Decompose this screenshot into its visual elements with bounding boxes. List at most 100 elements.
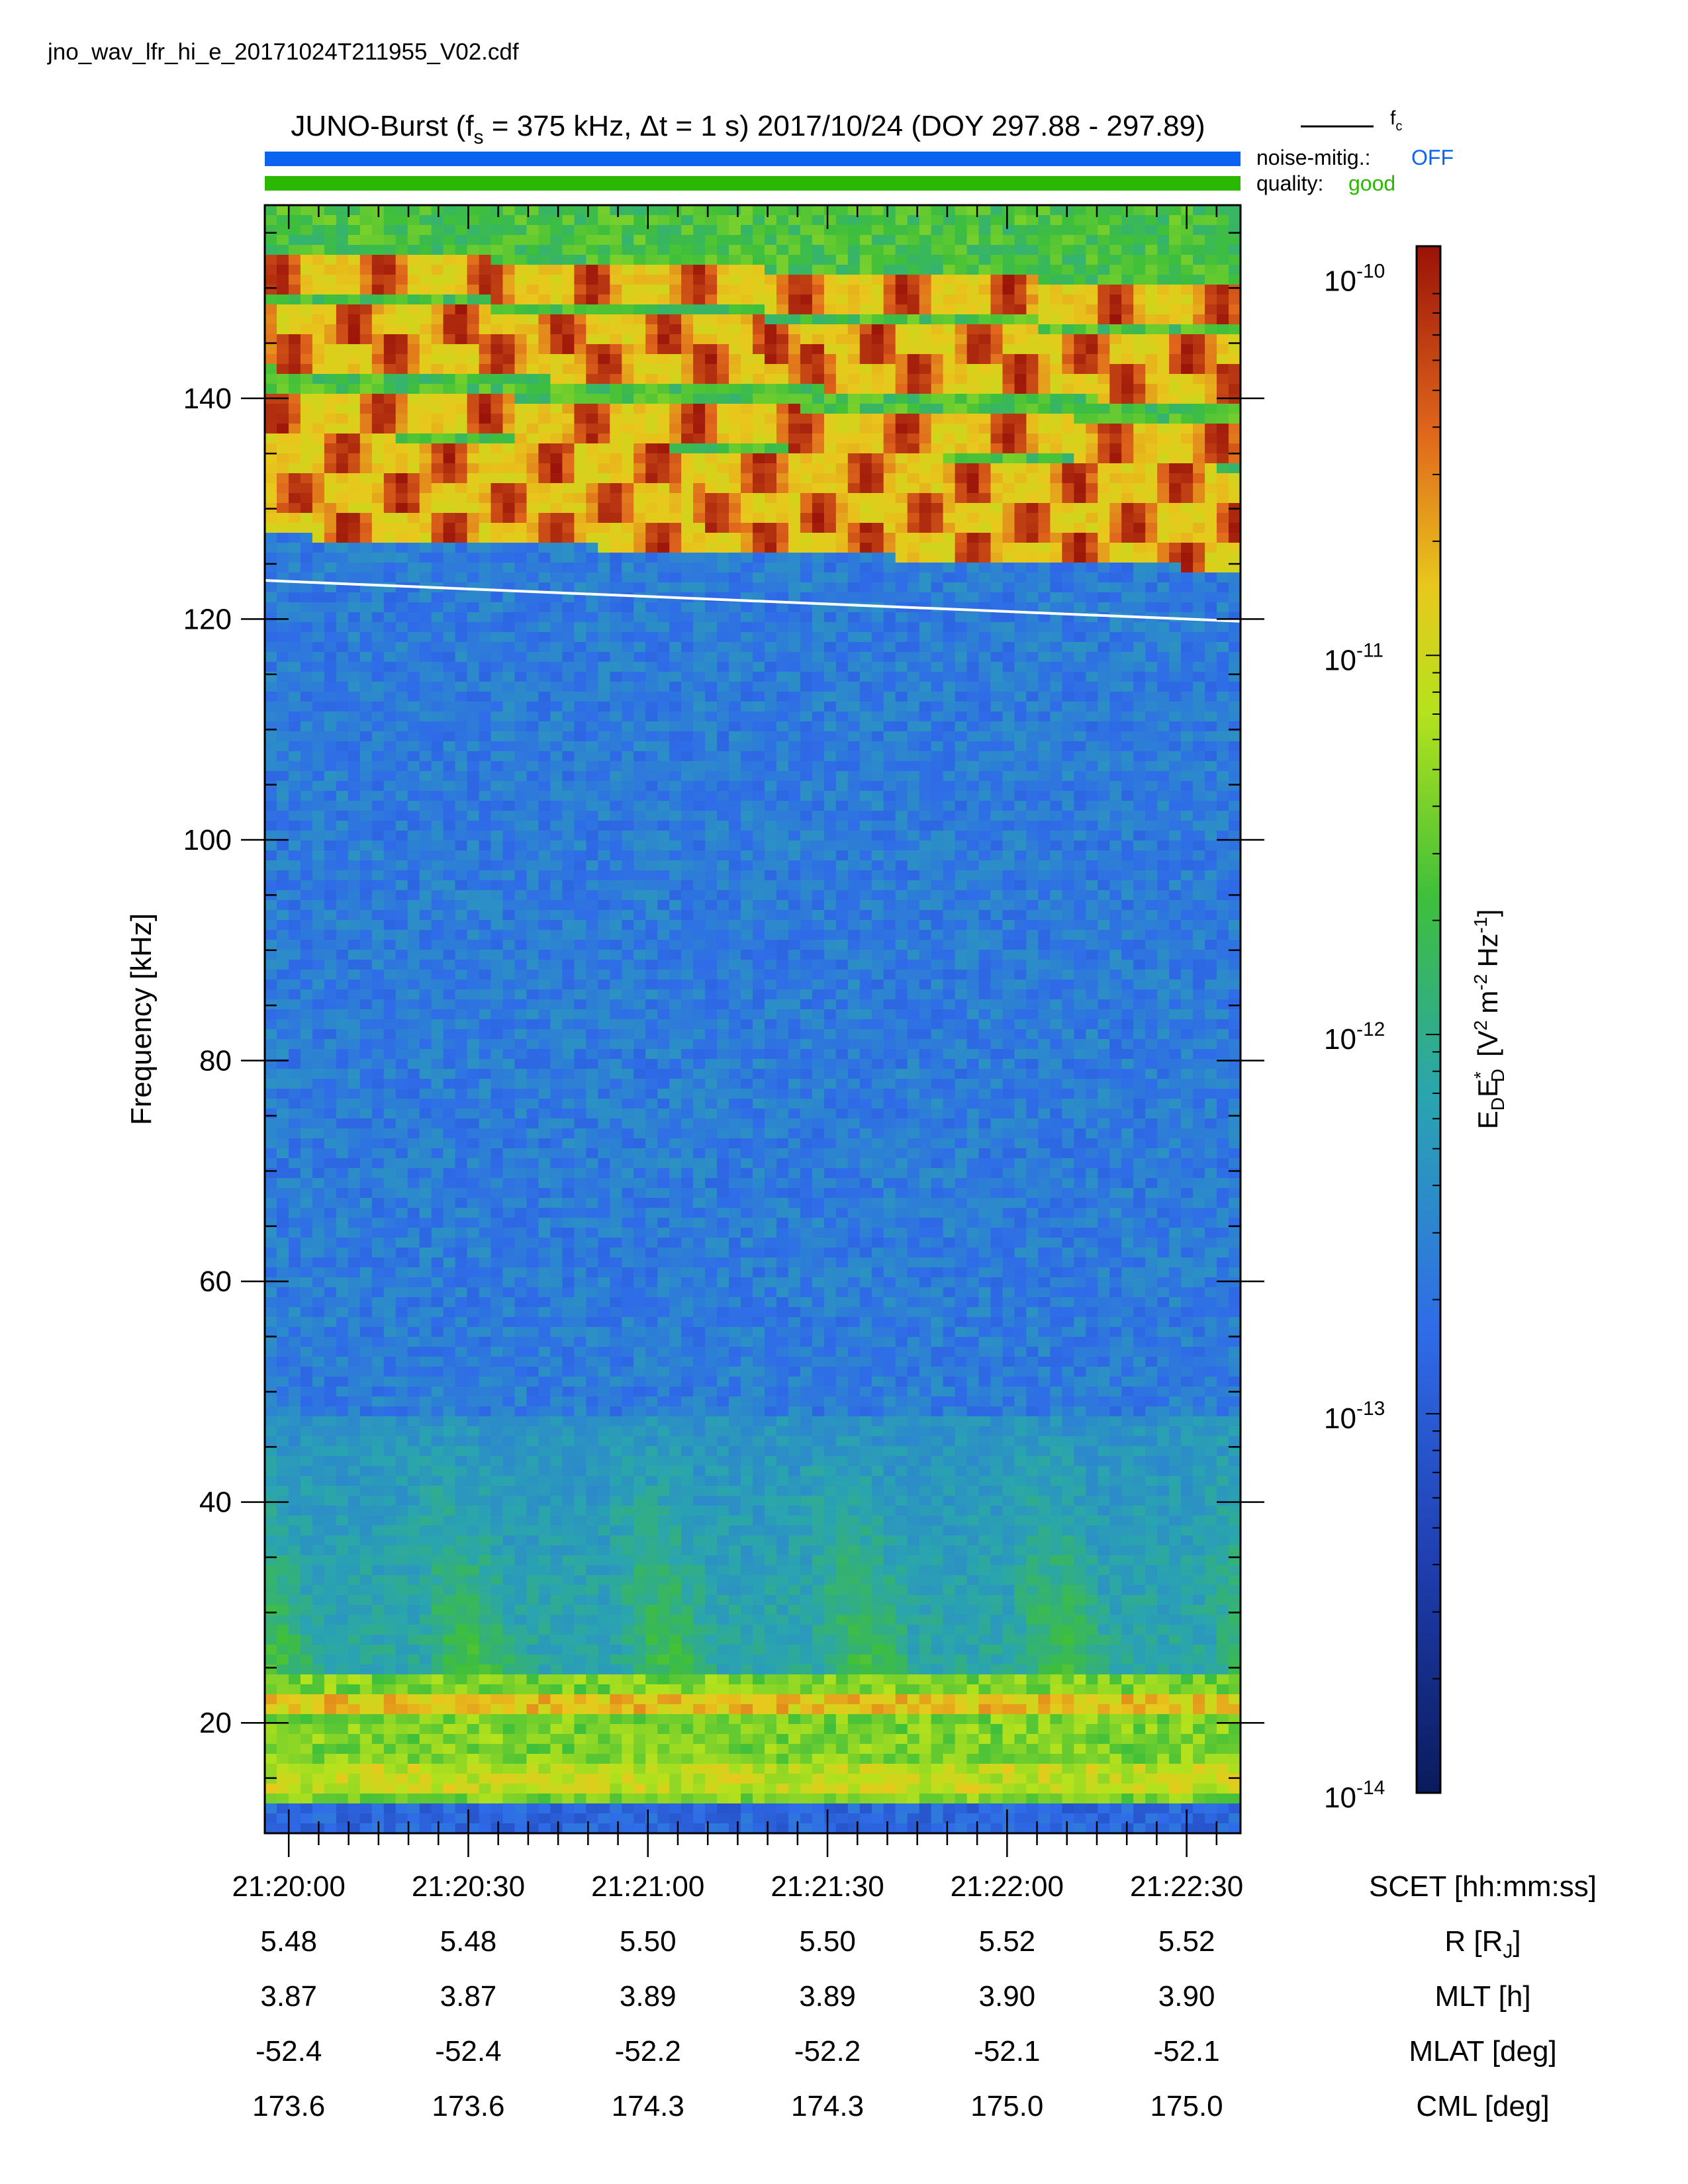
- heatmap-cell: [871, 751, 884, 762]
- heatmap-cell: [883, 285, 896, 295]
- heatmap-cell: [1062, 304, 1074, 315]
- heatmap-cell: [657, 801, 670, 811]
- heatmap-cell: [705, 285, 718, 295]
- heatmap-cell: [586, 662, 598, 672]
- heatmap-cell: [931, 553, 944, 563]
- heatmap-cell: [1169, 364, 1182, 375]
- heatmap-cell: [871, 503, 884, 514]
- heatmap-cell: [1193, 652, 1205, 662]
- heatmap-cell: [1074, 632, 1086, 643]
- heatmap-cell: [538, 473, 551, 484]
- heatmap-cell: [1121, 761, 1134, 772]
- heatmap-cell: [514, 513, 528, 523]
- heatmap-cell: [586, 314, 598, 325]
- heatmap-cell: [1169, 791, 1182, 801]
- heatmap-cell: [574, 721, 586, 732]
- heatmap-cell: [1026, 324, 1039, 335]
- heatmap-cell: [776, 632, 789, 643]
- heatmap-cell: [1133, 563, 1146, 573]
- heatmap-cell: [265, 692, 277, 702]
- heatmap-cell: [610, 672, 622, 682]
- heatmap-cell: [1050, 324, 1062, 335]
- heatmap-cell: [324, 791, 337, 801]
- heatmap-cell: [443, 324, 456, 335]
- heatmap-cell: [336, 741, 349, 752]
- heatmap-cell: [645, 275, 658, 285]
- heatmap-cell: [277, 682, 289, 692]
- heatmap-cell: [324, 414, 337, 424]
- heatmap-cell: [419, 503, 432, 514]
- heatmap-cell: [265, 582, 277, 593]
- heatmap-cell: [265, 314, 277, 325]
- heatmap-cell: [871, 781, 884, 792]
- heatmap-cell: [705, 265, 718, 275]
- heatmap-cell: [729, 692, 741, 702]
- heatmap-cell: [574, 771, 586, 782]
- heatmap-cell: [633, 404, 646, 414]
- heatmap-cell: [1074, 443, 1086, 454]
- heatmap-cell: [1145, 592, 1158, 603]
- heatmap-cell: [1193, 731, 1205, 742]
- heatmap-cell: [800, 295, 813, 305]
- heatmap-cell: [788, 602, 801, 613]
- heatmap-cell: [883, 493, 896, 504]
- heatmap-cell: [324, 692, 337, 702]
- heatmap-cell: [514, 314, 528, 325]
- heatmap-cell: [479, 632, 492, 643]
- heatmap-cell: [812, 741, 825, 752]
- heatmap-cell: [395, 592, 408, 603]
- heatmap-cell: [1002, 692, 1015, 702]
- heatmap-cell: [729, 781, 741, 792]
- heatmap-cell: [1109, 602, 1122, 613]
- heatmap-cell: [1050, 424, 1062, 434]
- heatmap-cell: [491, 265, 504, 275]
- heatmap-cell: [847, 334, 861, 345]
- heatmap-cell: [348, 245, 361, 255]
- heatmap-cell: [265, 543, 277, 553]
- heatmap-cell: [812, 215, 825, 226]
- heatmap-cell: [978, 324, 992, 335]
- heatmap-cell: [835, 275, 849, 285]
- heatmap-cell: [1002, 781, 1015, 792]
- heatmap-cell: [1193, 205, 1205, 216]
- heatmap-cell: [1121, 404, 1134, 414]
- heatmap-cell: [1002, 642, 1015, 653]
- heatmap-cell: [289, 424, 301, 434]
- heatmap-cell: [1217, 364, 1229, 375]
- heatmap-cell: [443, 384, 456, 394]
- heatmap-cell: [1109, 483, 1122, 494]
- heatmap-cell: [277, 473, 289, 484]
- heatmap-cell: [407, 463, 420, 474]
- heatmap-cell: [1109, 493, 1122, 504]
- heatmap-cell: [586, 682, 598, 692]
- heatmap-cell: [883, 225, 896, 236]
- heatmap-cell: [1038, 731, 1051, 742]
- heatmap-cell: [943, 642, 956, 653]
- heatmap-cell: [800, 364, 813, 375]
- heatmap-cell: [1181, 662, 1194, 672]
- heatmap-cell: [741, 662, 753, 672]
- heatmap-cell: [753, 711, 765, 722]
- heatmap-cell: [395, 662, 408, 672]
- heatmap-cell: [1086, 473, 1098, 484]
- heatmap-cell: [823, 662, 837, 672]
- heatmap-cell: [1181, 424, 1194, 434]
- heatmap-cell: [502, 235, 516, 246]
- heatmap-cell: [1205, 523, 1217, 533]
- heatmap-cell: [1217, 503, 1229, 514]
- heatmap-cell: [669, 781, 682, 792]
- heatmap-cell: [348, 652, 361, 662]
- heatmap-cell: [1157, 394, 1170, 404]
- heatmap-cell: [491, 384, 504, 394]
- heatmap-cell: [883, 314, 896, 325]
- heatmap-cell: [765, 572, 777, 583]
- heatmap-cell: [1109, 463, 1122, 474]
- heatmap-cell: [669, 493, 682, 504]
- heatmap-cell: [1002, 483, 1015, 494]
- heatmap-cell: [1086, 692, 1098, 702]
- heatmap-cell: [312, 533, 325, 543]
- heatmap-cell: [455, 543, 468, 553]
- heatmap-cell: [383, 275, 397, 285]
- heatmap-cell: [395, 751, 408, 762]
- heatmap-cell: [1217, 741, 1229, 752]
